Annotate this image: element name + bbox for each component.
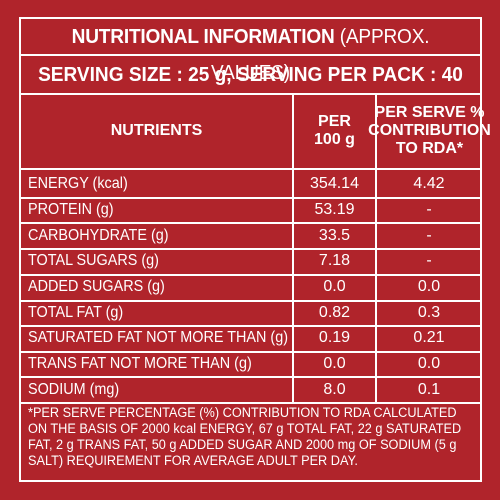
rda-value: 0.0 bbox=[417, 355, 441, 372]
header-nutrients: NUTRIENTS bbox=[21, 95, 292, 167]
rda-value: - bbox=[426, 201, 432, 218]
nutrient-name: TRANS FAT NOT MORE THAN (g) bbox=[28, 355, 252, 372]
header-rda-line1: PER SERVE % bbox=[374, 104, 485, 121]
rda-value: 4.42 bbox=[413, 175, 445, 192]
nutrient-name: TOTAL FAT (g) bbox=[28, 304, 124, 321]
per-100g-value: 7.18 bbox=[318, 252, 351, 269]
table-row: TOTAL SUGARS (g) 7.18 - bbox=[21, 250, 480, 272]
rda-footnote: *PER SERVE PERCENTAGE (%) CONTRIBUTION T… bbox=[28, 405, 462, 468]
serving-line: SERVING SIZE : 25 g, SERVING PER PACK : … bbox=[38, 63, 463, 86]
per-100g-value: 33.5 bbox=[318, 227, 351, 244]
rda-value: 0.3 bbox=[417, 304, 441, 321]
title-light-text: (APPROX. VALUES) bbox=[211, 25, 430, 84]
header-rda: PER SERVE % CONTRIBUTION TO RDA* bbox=[368, 95, 491, 167]
per-100g-value: 0.82 bbox=[318, 304, 351, 321]
rda-value: 0.21 bbox=[413, 329, 445, 346]
divider bbox=[21, 300, 480, 302]
nutrient-name: SATURATED FAT NOT MORE THAN (g) bbox=[28, 329, 289, 346]
table-row: CARBOHYDRATE (g) 33.5 - bbox=[21, 225, 480, 247]
divider bbox=[21, 274, 480, 276]
header-rda-line2: CONTRIBUTION bbox=[368, 122, 491, 139]
header-per-100g-line2: 100 g bbox=[314, 131, 355, 148]
nutrient-name: ADDED SUGARS (g) bbox=[28, 278, 165, 295]
header-per-100g-line1: PER bbox=[318, 113, 351, 130]
header-rda-line3: TO RDA* bbox=[395, 140, 464, 157]
nutrient-name: TOTAL SUGARS (g) bbox=[28, 252, 159, 269]
divider bbox=[21, 168, 480, 170]
nutrient-name: SODIUM (mg) bbox=[28, 381, 120, 398]
table-row: ADDED SUGARS (g) 0.0 0.0 bbox=[21, 276, 480, 298]
divider bbox=[21, 54, 480, 56]
table-row: TOTAL FAT (g) 0.82 0.3 bbox=[21, 302, 480, 324]
table-row: SODIUM (mg) 8.0 0.1 bbox=[21, 379, 480, 401]
divider bbox=[21, 93, 480, 95]
divider bbox=[21, 222, 480, 224]
per-100g-value: 8.0 bbox=[323, 381, 346, 398]
divider bbox=[21, 351, 480, 353]
nutrition-table: NUTRITIONAL INFORMATION (APPROX. VALUES)… bbox=[19, 17, 491, 482]
header-nutrients-label: NUTRIENTS bbox=[110, 122, 203, 139]
per-100g-value: 53.19 bbox=[314, 201, 355, 218]
nutrient-name: CARBOHYDRATE (g) bbox=[28, 227, 169, 244]
divider bbox=[21, 325, 480, 327]
per-100g-value: 0.19 bbox=[318, 329, 351, 346]
table-row: PROTEIN (g) 53.19 - bbox=[21, 199, 480, 221]
per-100g-value: 0.0 bbox=[323, 278, 346, 295]
title-bold-text: NUTRITIONAL INFORMATION bbox=[71, 25, 335, 48]
divider bbox=[21, 402, 480, 404]
rda-value: - bbox=[426, 227, 432, 244]
per-100g-value: 0.0 bbox=[323, 355, 346, 372]
rda-value: 0.1 bbox=[417, 381, 441, 398]
divider bbox=[21, 197, 480, 199]
rda-value: 0.0 bbox=[417, 278, 441, 295]
table-row: SATURATED FAT NOT MORE THAN (g) 0.19 0.2… bbox=[21, 327, 480, 349]
nutrient-name: ENERGY (kcal) bbox=[28, 175, 128, 192]
nutrient-name: PROTEIN (g) bbox=[28, 201, 114, 218]
divider bbox=[21, 248, 480, 250]
table-title: NUTRITIONAL INFORMATION (APPROX. VALUES) bbox=[37, 19, 464, 84]
divider bbox=[21, 376, 480, 378]
header-per-100g: PER 100 g bbox=[294, 95, 375, 167]
table-row: ENERGY (kcal) 354.14 4.42 bbox=[21, 173, 480, 195]
rda-value: - bbox=[426, 252, 432, 269]
table-row: TRANS FAT NOT MORE THAN (g) 0.0 0.0 bbox=[21, 353, 480, 375]
per-100g-value: 354.14 bbox=[310, 175, 359, 192]
